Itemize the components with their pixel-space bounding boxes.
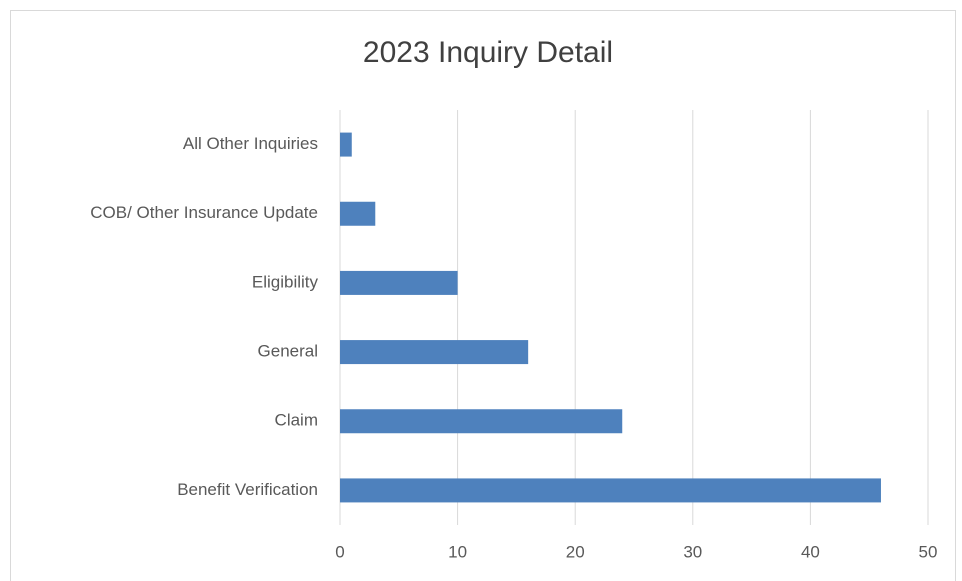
y-tick-label: Claim xyxy=(275,411,318,430)
chart-title: 2023 Inquiry Detail xyxy=(363,36,613,69)
bar xyxy=(340,478,881,503)
bar xyxy=(340,340,529,365)
bar xyxy=(340,270,458,295)
y-tick-label: General xyxy=(258,342,318,361)
x-tick-label: 40 xyxy=(801,542,820,561)
y-tick-label: COB/ Other Insurance Update xyxy=(90,203,318,222)
x-tick-label: 50 xyxy=(919,542,938,561)
bar xyxy=(340,201,376,226)
y-tick-label: Benefit Verification xyxy=(177,480,318,499)
x-tick-label: 20 xyxy=(566,542,585,561)
y-tick-label: Eligibility xyxy=(252,272,319,291)
x-tick-label: 10 xyxy=(448,542,467,561)
bar xyxy=(340,132,352,157)
y-tick-label: All Other Inquiries xyxy=(183,134,318,153)
x-tick-label: 30 xyxy=(683,542,702,561)
x-tick-label: 0 xyxy=(335,542,344,561)
bar xyxy=(340,409,623,434)
